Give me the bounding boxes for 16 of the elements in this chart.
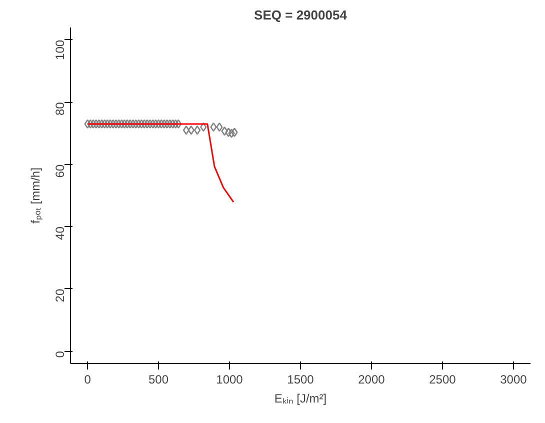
x-tick-label: 2500 [429,372,456,386]
chart-title: SEQ = 2900054 [254,8,348,22]
y-tick-label: 60 [53,164,67,178]
x-tick-label: 500 [148,372,169,386]
y-tick-label: 40 [53,226,67,240]
x-tick-label: 3000 [500,372,528,386]
y-axis-title: fₚₒₜ [mm/h] [28,168,42,224]
y-tick-label: 100 [53,40,67,60]
x-tick-label: 1000 [216,372,244,386]
x-tick-label: 2000 [358,372,386,386]
y-tick-label: 20 [53,288,67,302]
x-axis-title: Eₖᵢₙ [J/m²] [274,392,327,406]
x-tick-label: 0 [84,372,92,386]
x-tick-label: 1500 [287,372,314,386]
y-tick-label: 0 [53,350,67,358]
y-tick-label: 80 [53,102,67,116]
